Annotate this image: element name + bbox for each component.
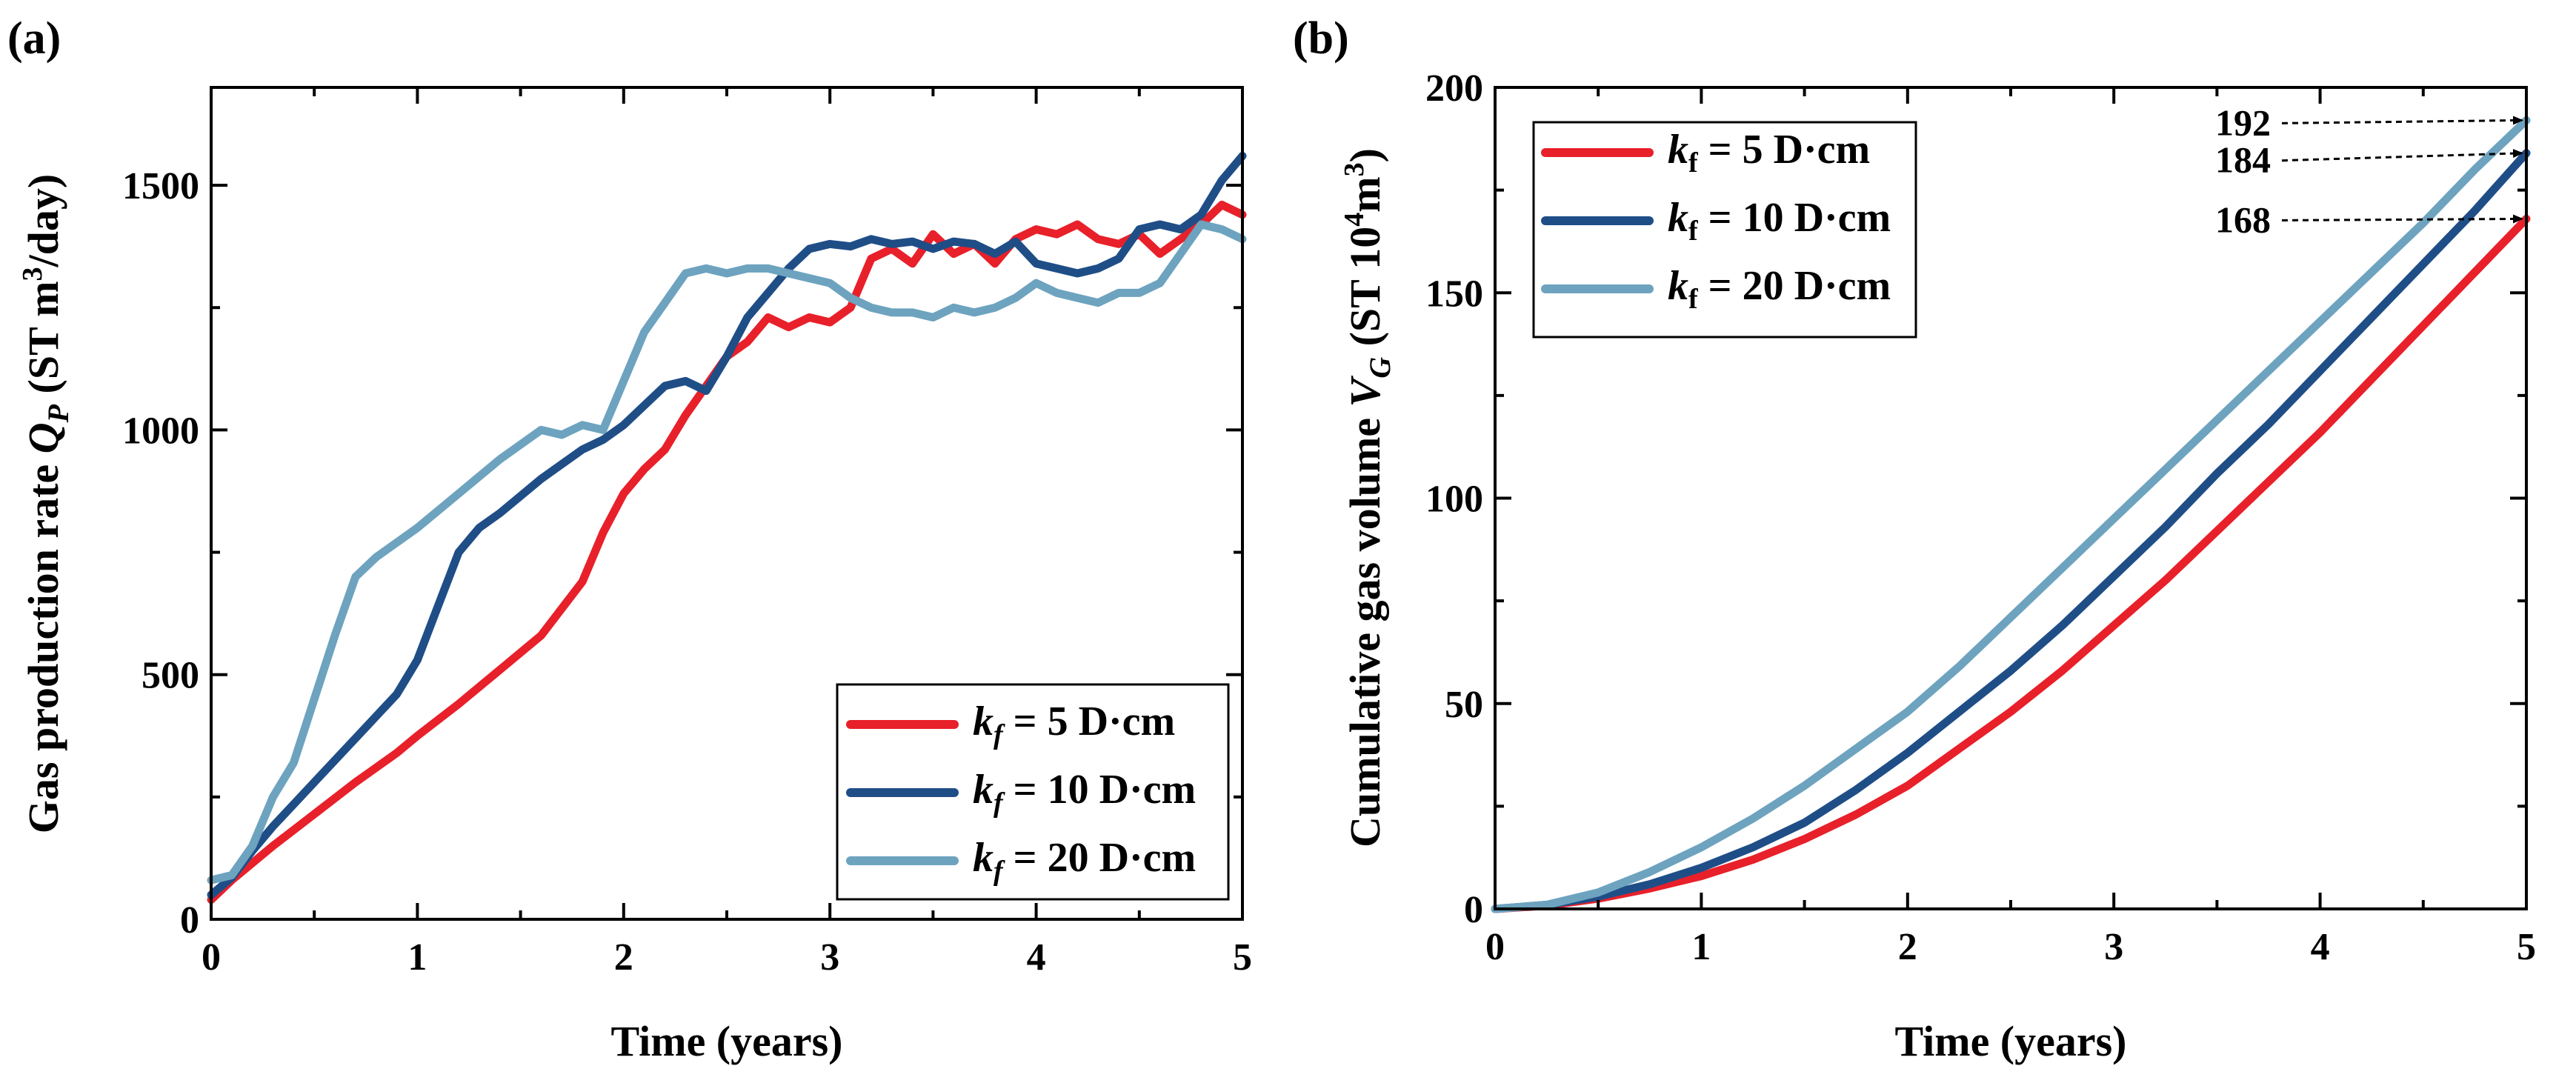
series-line-a-2	[207, 152, 1247, 899]
y-tick-label: 150	[1425, 273, 1483, 315]
x-tick-label: 5	[1233, 936, 1252, 979]
x-tick-label: 1	[1691, 926, 1711, 968]
annotation-arrow	[2281, 214, 2523, 224]
panel-b-x-axis-label: Time (years)	[1895, 1017, 2127, 1065]
y-tick-label: 500	[142, 655, 199, 697]
panel-b-plot-area	[1491, 116, 2531, 913]
x-tick-label: 5	[2517, 926, 2536, 968]
y-tick-label: 200	[1425, 67, 1483, 110]
x-tick-label: 3	[820, 936, 839, 979]
panel-a-x-ticks: 0 1 2 3 4 5	[202, 87, 1252, 979]
panel-b-y-axis-label: Cumulative gas volume VG (ST 104m3)	[1339, 148, 1397, 847]
panel-a-y-ticks: 0 500 1000 1500	[122, 165, 1242, 942]
legend-label: kf = 20 D·cm	[1668, 263, 1891, 315]
x-tick-label: 0	[1485, 926, 1505, 968]
legend-label: kf = 5 D·cm	[973, 699, 1175, 750]
panel-a-legend: kf = 5 D·cm kf = 10 D·cm kf = 20 D·cm	[836, 683, 1230, 901]
panel-a-y-axis-label: Gas production rate QP (ST m3/day)	[17, 174, 75, 833]
panel-label-a: (a)	[7, 13, 61, 64]
legend-label: kf = 5 D·cm	[1668, 127, 1870, 179]
x-tick-label: 0	[202, 936, 221, 979]
y-tick-label: 1000	[122, 410, 199, 452]
annotation-arrow	[2281, 116, 2523, 125]
x-tick-label: 4	[1027, 936, 1046, 979]
series-line-b-1	[1491, 214, 2531, 913]
x-tick-label: 2	[614, 936, 633, 979]
panel-a-production-rate-chart: (a) 0 1 2 3 4 5 0 500 1000 1500 Time (years) Gas…	[7, 13, 1252, 1065]
panel-label-b: (b)	[1293, 13, 1349, 64]
panel-a-x-axis-label: Time (years)	[611, 1017, 843, 1065]
panel-a-plot-area	[207, 152, 1247, 904]
y-tick-label: 0	[1464, 889, 1483, 931]
y-tick-label: 100	[1425, 479, 1483, 521]
series-line-b-2	[1491, 149, 2531, 913]
legend-label: kf = 10 D·cm	[1668, 195, 1891, 247]
panel-b-legend-box	[1532, 121, 1917, 339]
annotation-label: 192	[2215, 101, 2271, 143]
series-line-a-3	[207, 220, 1247, 884]
panel-b-cumulative-volume-chart: (b) 0 1 2 3 4 5 0 50 100 150 200 Time (years) Cum…	[1293, 13, 2536, 1065]
series-line-a-1	[207, 201, 1247, 904]
annotation-arrow	[2281, 149, 2523, 162]
y-tick-label: 1500	[122, 165, 199, 207]
x-tick-label: 2	[1898, 926, 1917, 968]
annotation-label: 184	[2215, 139, 2271, 181]
y-tick-label: 0	[180, 899, 199, 942]
legend-label: kf = 20 D·cm	[973, 835, 1196, 887]
x-tick-label: 1	[407, 936, 427, 979]
x-tick-label: 3	[2104, 926, 2123, 968]
panel-b-legend: kf = 5 D·cm kf = 10 D·cm kf = 20 D·cm	[1532, 121, 1917, 339]
panel-b-x-ticks: 0 1 2 3 4 5	[1485, 87, 2536, 968]
x-tick-label: 4	[2311, 926, 2330, 968]
y-tick-label: 50	[1445, 684, 1483, 726]
annotation-label: 168	[2215, 199, 2271, 240]
series-line-b-3	[1491, 116, 2531, 913]
panel-b-y-ticks: 0 50 100 150 200	[1425, 67, 2526, 931]
legend-label: kf = 10 D·cm	[973, 767, 1196, 819]
